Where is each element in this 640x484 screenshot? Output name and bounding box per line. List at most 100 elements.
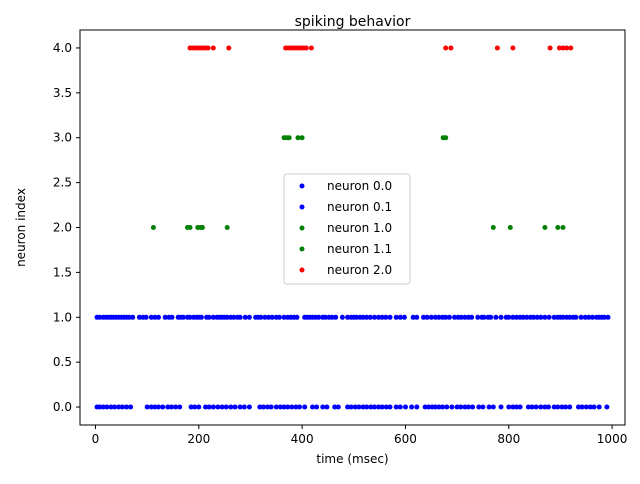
spike-point [590,314,595,320]
spike-point [458,314,464,320]
spike-point [443,135,449,141]
spike-point [124,404,129,410]
legend-label: neuron 1.0 [327,221,392,235]
spike-point [108,404,114,410]
spike-point [269,314,275,320]
spike-point [387,314,393,320]
spike-point [533,404,539,410]
spike-point [591,404,597,410]
spike-point [219,404,225,410]
spike-point [556,45,562,51]
spike-point [475,314,481,320]
spike-point [257,404,263,410]
spike-point [578,314,584,320]
spike-point [320,404,326,410]
spike-point [303,45,309,51]
spike-point [299,135,305,141]
spike-point [180,314,186,320]
y-tick-label: 3.5 [53,86,72,100]
spike-point [295,135,301,141]
spike-point [498,404,504,410]
spike-point [210,45,216,51]
spike-point [481,314,487,320]
spike-point [246,314,252,320]
spike-point [169,314,175,320]
spike-point [223,404,229,410]
spike-point [432,404,438,410]
spike-point [424,314,430,320]
spike-point [97,314,103,320]
spike-point [498,314,504,320]
spike-point [514,314,519,320]
spike-point [493,314,499,320]
y-tick-label: 0.0 [53,400,72,414]
spike-point [576,404,581,410]
spike-point [546,404,551,410]
spike-point [379,314,385,320]
spike-point [310,404,315,410]
spike-point [587,404,593,410]
points-layer [94,45,611,410]
spike-point [136,314,142,320]
spike-point [348,404,354,410]
x-tick-label: 400 [291,432,314,446]
spike-point [293,404,299,410]
spike-point [285,404,291,410]
ticks-layer: 0 200 400 600 800 1000 0.0 0.5 1.0 1.5 2.0 2.5 3.0 3.… [53,41,627,446]
spike-point [414,404,420,410]
spike-point [555,225,561,230]
legend-marker [299,267,305,273]
spike-point [242,314,248,320]
spike-point [421,314,426,320]
spike-point [567,404,573,410]
spike-point [156,404,161,410]
spike-point [517,404,523,410]
spike-point [116,404,122,410]
legend: neuron 0.0 neuron 0.1 neuron 1.0 neuron 1.1… [283,173,411,285]
spike-point [97,404,103,410]
spike-point [228,404,234,410]
x-tick-label: 800 [497,432,520,446]
spike-point [177,404,183,410]
spike-point [586,314,592,320]
y-tick-label: 4.0 [53,41,72,55]
legend-marker [299,204,305,210]
spike-point [297,404,302,410]
spike-point [335,404,341,410]
spike-point [573,314,579,320]
spike-point [339,314,345,320]
spike-point [143,314,149,320]
spike-point [268,404,274,410]
y-tick-label: 2.5 [53,176,72,190]
spike-point [379,404,385,410]
spike-point [352,404,358,410]
spike-point [604,404,610,410]
spike-point [410,314,416,320]
spike-point [488,314,494,320]
spike-point [387,404,393,410]
spike-point [165,404,171,410]
spike-point [148,314,154,320]
spike-point [520,314,526,320]
spike-point [302,404,308,410]
y-axis-label: neuron index [14,188,28,267]
spike-point [534,314,540,320]
legend-label: neuron 2.0 [327,263,392,277]
spike-point [605,314,611,320]
spike-point [486,404,492,410]
spike-point [206,404,212,410]
spike-point [397,314,403,320]
spike-point [466,404,471,410]
spike-point [162,314,168,320]
spike-point [443,314,449,320]
spike-point [360,404,366,410]
spike-point [510,45,516,51]
spike-point [168,404,174,410]
spike-point [397,404,403,410]
spike-point [507,225,513,230]
spike-point [152,314,158,320]
y-tick-label: 3.0 [53,131,72,145]
spike-point [173,404,179,410]
spike-point [260,404,266,410]
spike-point [210,314,216,320]
